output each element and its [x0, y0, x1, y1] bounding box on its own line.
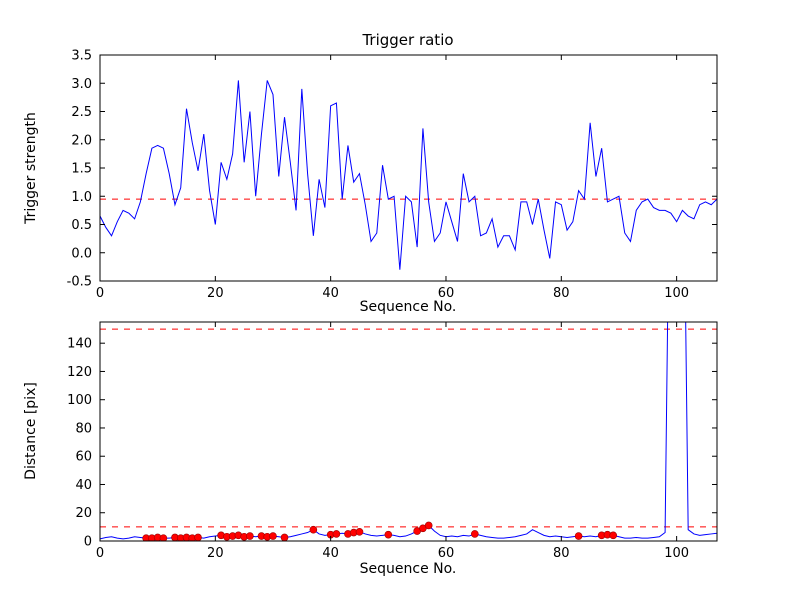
- marker-point: [355, 528, 364, 536]
- y-tick-label: 80: [75, 421, 92, 436]
- x-tick-label: 40: [322, 286, 339, 301]
- marker-point: [332, 530, 341, 538]
- y-tick-label: 1.0: [71, 190, 92, 205]
- y-tick-label: 100: [67, 393, 92, 408]
- marker-point: [424, 521, 433, 530]
- top-x-axis-label: Sequence No.: [359, 299, 457, 315]
- plot-title: Trigger ratio: [362, 31, 454, 49]
- axes-frame: [99, 54, 718, 282]
- marker-point: [471, 530, 479, 538]
- x-tick-label: 100: [664, 546, 689, 561]
- y-tick-label: 140: [67, 337, 92, 352]
- marker-point: [609, 531, 618, 540]
- x-tick-label: 60: [438, 546, 455, 561]
- x-tick-label: 20: [207, 546, 224, 561]
- x-tick-label: 40: [322, 546, 339, 561]
- y-tick-label: 3.0: [71, 77, 92, 92]
- subplot-1: 0 20 40 60 80 100 -0.5 0.0 0.5 1.0 1.5 2.0 2.5 3.0 3.5: [67, 49, 718, 301]
- y-tick-label: 2.5: [71, 105, 92, 120]
- bottom-x-axis-label: Sequence No.: [359, 561, 457, 577]
- marker-point: [269, 532, 277, 540]
- bottom-y-axis-label: Distance [pix]: [23, 382, 39, 480]
- x-tick-label: 0: [96, 286, 104, 301]
- x-tick-label: 80: [553, 286, 570, 301]
- marker-point: [194, 533, 202, 541]
- marker-point: [574, 532, 583, 540]
- data-line: [100, 80, 717, 270]
- y-tick-label: 120: [67, 365, 92, 380]
- x-tick-label: 100: [664, 286, 689, 301]
- x-tick-label: 60: [438, 286, 455, 301]
- top-y-axis-label: Trigger strength: [23, 112, 39, 224]
- y-tick-label: 3.5: [71, 49, 92, 64]
- y-tick-label: 20: [75, 506, 92, 521]
- x-tick-label: 0: [96, 546, 104, 561]
- x-tick-label: 80: [553, 546, 570, 561]
- axes-frame: [99, 321, 718, 542]
- x-tick-label: 20: [207, 286, 224, 301]
- y-tick-label: 0.5: [71, 218, 92, 233]
- marker-point: [280, 533, 289, 541]
- data-line: [100, 322, 717, 540]
- y-tick-label: 2.0: [71, 133, 92, 148]
- marker-point: [309, 525, 318, 534]
- marker-point: [159, 534, 168, 541]
- y-tick-label: 0.0: [71, 246, 92, 261]
- marker-point: [384, 530, 393, 539]
- y-tick-label: 40: [75, 478, 92, 493]
- y-tick-label: 60: [75, 450, 92, 465]
- marker-point: [246, 532, 254, 540]
- subplot-2: 0 20 40 60 80 100 0 20 40 60 80 100 120 140: [67, 321, 718, 561]
- y-tick-label: -0.5: [67, 275, 92, 290]
- y-tick-label: 0: [84, 535, 92, 550]
- y-tick-label: 1.5: [71, 162, 92, 177]
